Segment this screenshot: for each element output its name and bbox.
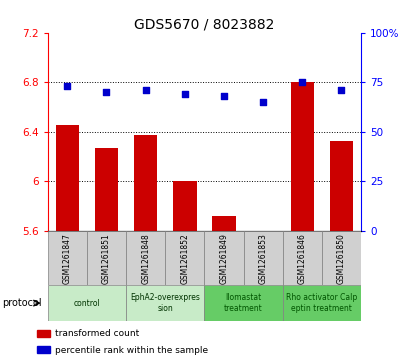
Point — [142, 87, 149, 93]
Point — [64, 83, 71, 89]
Text: GSM1261853: GSM1261853 — [259, 233, 268, 284]
Text: control: control — [73, 299, 100, 307]
Point — [299, 79, 305, 85]
Bar — [290, 82, 314, 231]
Bar — [244, 231, 283, 285]
Text: Ilomastat
treatment: Ilomastat treatment — [224, 293, 263, 313]
Bar — [173, 181, 197, 231]
Bar — [126, 285, 205, 321]
Text: GSM1261851: GSM1261851 — [102, 233, 111, 284]
Point — [260, 99, 266, 105]
Bar — [165, 231, 204, 285]
Bar — [37, 330, 50, 337]
Bar — [205, 285, 283, 321]
Bar — [212, 216, 236, 231]
Title: GDS5670 / 8023882: GDS5670 / 8023882 — [134, 17, 275, 32]
Text: GSM1261846: GSM1261846 — [298, 233, 307, 284]
Bar — [322, 231, 361, 285]
Text: Rho activator Calp
eptin treatment: Rho activator Calp eptin treatment — [286, 293, 357, 313]
Bar — [56, 125, 79, 231]
Point — [103, 89, 110, 95]
Bar — [330, 142, 353, 231]
Text: percentile rank within the sample: percentile rank within the sample — [55, 346, 208, 355]
Point — [181, 91, 188, 97]
Bar — [87, 231, 126, 285]
Text: GSM1261847: GSM1261847 — [63, 233, 72, 284]
Text: EphA2-overexpres
sion: EphA2-overexpres sion — [130, 293, 200, 313]
Bar — [95, 148, 118, 231]
Text: transformed count: transformed count — [55, 329, 139, 338]
Bar — [134, 135, 157, 231]
Text: protocol: protocol — [2, 298, 42, 308]
Text: GSM1261850: GSM1261850 — [337, 233, 346, 284]
Bar — [37, 346, 50, 354]
Bar — [48, 285, 126, 321]
Bar — [126, 231, 165, 285]
Bar — [48, 231, 87, 285]
Text: GSM1261852: GSM1261852 — [180, 233, 189, 284]
Bar — [205, 231, 244, 285]
Bar — [283, 285, 361, 321]
Text: GSM1261849: GSM1261849 — [220, 233, 229, 284]
Point — [221, 93, 227, 99]
Bar — [283, 231, 322, 285]
Point — [338, 87, 345, 93]
Text: GSM1261848: GSM1261848 — [141, 233, 150, 284]
